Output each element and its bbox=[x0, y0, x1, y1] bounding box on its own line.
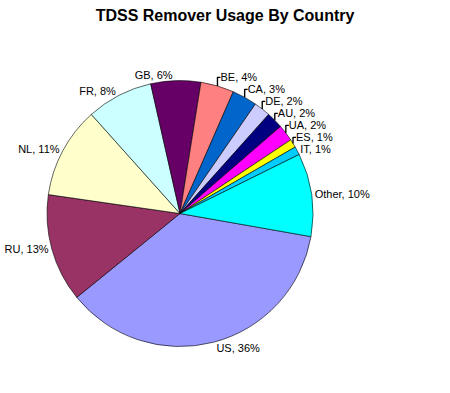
svg-text:CA, 3%: CA, 3% bbox=[248, 83, 286, 95]
svg-text:AU, 2%: AU, 2% bbox=[278, 107, 316, 119]
svg-text:ES, 1%: ES, 1% bbox=[296, 131, 333, 143]
svg-text:GB, 6%: GB, 6% bbox=[135, 69, 173, 81]
svg-text:Other, 10%: Other, 10% bbox=[315, 188, 370, 200]
svg-text:BE, 4%: BE, 4% bbox=[220, 71, 257, 83]
svg-text:US, 36%: US, 36% bbox=[216, 342, 260, 354]
svg-text:UA, 2%: UA, 2% bbox=[289, 119, 327, 131]
svg-text:IT, 1%: IT, 1% bbox=[300, 143, 331, 155]
svg-text:FR, 8%: FR, 8% bbox=[79, 85, 116, 97]
svg-text:DE, 2%: DE, 2% bbox=[265, 95, 303, 107]
svg-text:RU, 13%: RU, 13% bbox=[5, 243, 49, 255]
svg-text:NL, 11%: NL, 11% bbox=[18, 143, 60, 155]
svg-text:TDSS Remover Usage By Country: TDSS Remover Usage By Country bbox=[96, 7, 355, 24]
